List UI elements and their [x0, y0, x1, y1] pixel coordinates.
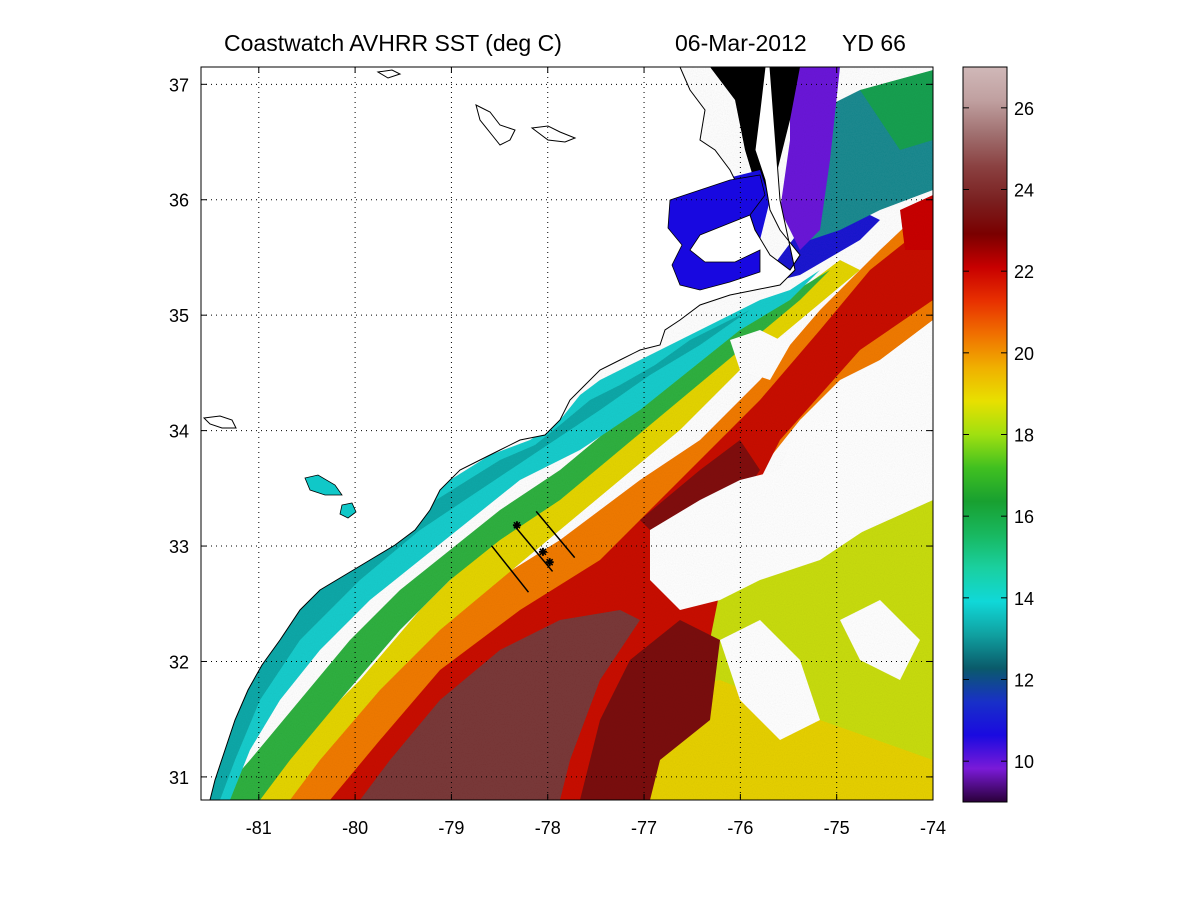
lake-2 — [339, 502, 357, 519]
colorbar-tick-label: 12 — [1014, 671, 1034, 691]
lon-tick-label: -76 — [727, 818, 753, 838]
lon-tick-label: -74 — [920, 818, 946, 838]
lake-outline-4 — [376, 69, 402, 79]
colorbar-tick-label: 18 — [1014, 426, 1034, 446]
sst-brown-core — [360, 610, 640, 800]
station-marker — [512, 521, 521, 530]
colorbar-tick-label: 10 — [1014, 752, 1034, 772]
cloud-mask-4 — [840, 600, 920, 680]
lake-outline-2 — [530, 125, 577, 143]
lon-tick-label: -77 — [631, 818, 657, 838]
title-date: 06-Mar-2012 — [675, 30, 807, 56]
sst-north-purple — [780, 67, 840, 250]
sst-red-core — [330, 220, 933, 800]
lat-tick-label: 31 — [169, 768, 189, 788]
lat-tick-label: 32 — [169, 652, 189, 672]
sst-yellow-shelf — [240, 260, 860, 800]
lake-outline-1 — [475, 104, 516, 146]
sound-water — [667, 174, 766, 291]
lat-tick-label: 35 — [169, 306, 189, 326]
sst-field — [205, 67, 933, 800]
lon-tick-label: -79 — [438, 818, 464, 838]
glider-track-line — [535, 510, 576, 559]
colorbar-tick-label: 26 — [1014, 99, 1034, 119]
sst-gulfstream-dark — [580, 620, 720, 800]
colorbar-tick-label: 16 — [1014, 507, 1034, 527]
map-axes: -81 -80 -79 -78 -77 -76 -75 -74 31 32 33 34 35 36 37 — [169, 67, 946, 838]
lon-tick-label: -81 — [246, 818, 272, 838]
sst-se-red-patch — [900, 195, 933, 250]
sst-green-shelf — [215, 270, 830, 800]
lon-tick-label: -80 — [342, 818, 368, 838]
glider-tracks — [491, 510, 576, 593]
map-grid — [201, 67, 933, 800]
lake-1 — [304, 474, 343, 496]
colorbar-axis: 10 12 14 16 18 20 22 24 26 — [963, 99, 1034, 772]
lat-tick-label: 34 — [169, 422, 189, 442]
map-frame — [200, 66, 934, 801]
station-marker — [538, 547, 547, 556]
land — [201, 67, 801, 800]
cloud-mask-2 — [730, 330, 790, 380]
sst-map — [201, 67, 933, 800]
glider-track-line — [513, 524, 554, 572]
cloud-mask-1 — [650, 320, 933, 610]
lat-tick-label: 33 — [169, 537, 189, 557]
plot-title: Coastwatch AVHRR SST (deg C) — [224, 30, 562, 56]
lake-outline-3 — [202, 415, 237, 429]
colorbar-tick-label: 22 — [1014, 262, 1034, 282]
lat-tick-label: 37 — [169, 75, 189, 95]
sst-north-green — [860, 70, 933, 150]
title-yearday: YD 66 — [842, 30, 906, 56]
colorbar-tick-label: 14 — [1014, 589, 1034, 609]
colorbar-tick-label: 20 — [1014, 344, 1034, 364]
lon-tick-label: -78 — [535, 818, 561, 838]
lon-tick-label: -75 — [824, 818, 850, 838]
colorbar — [963, 67, 1007, 802]
cloud-mask-3 — [720, 620, 820, 740]
sst-orange-belt — [260, 200, 933, 800]
colorbar-tick-label: 24 — [1014, 181, 1034, 201]
lat-tick-label: 36 — [169, 191, 189, 211]
station-marker — [545, 558, 554, 567]
glider-track-line — [491, 545, 530, 593]
stations — [512, 521, 554, 567]
